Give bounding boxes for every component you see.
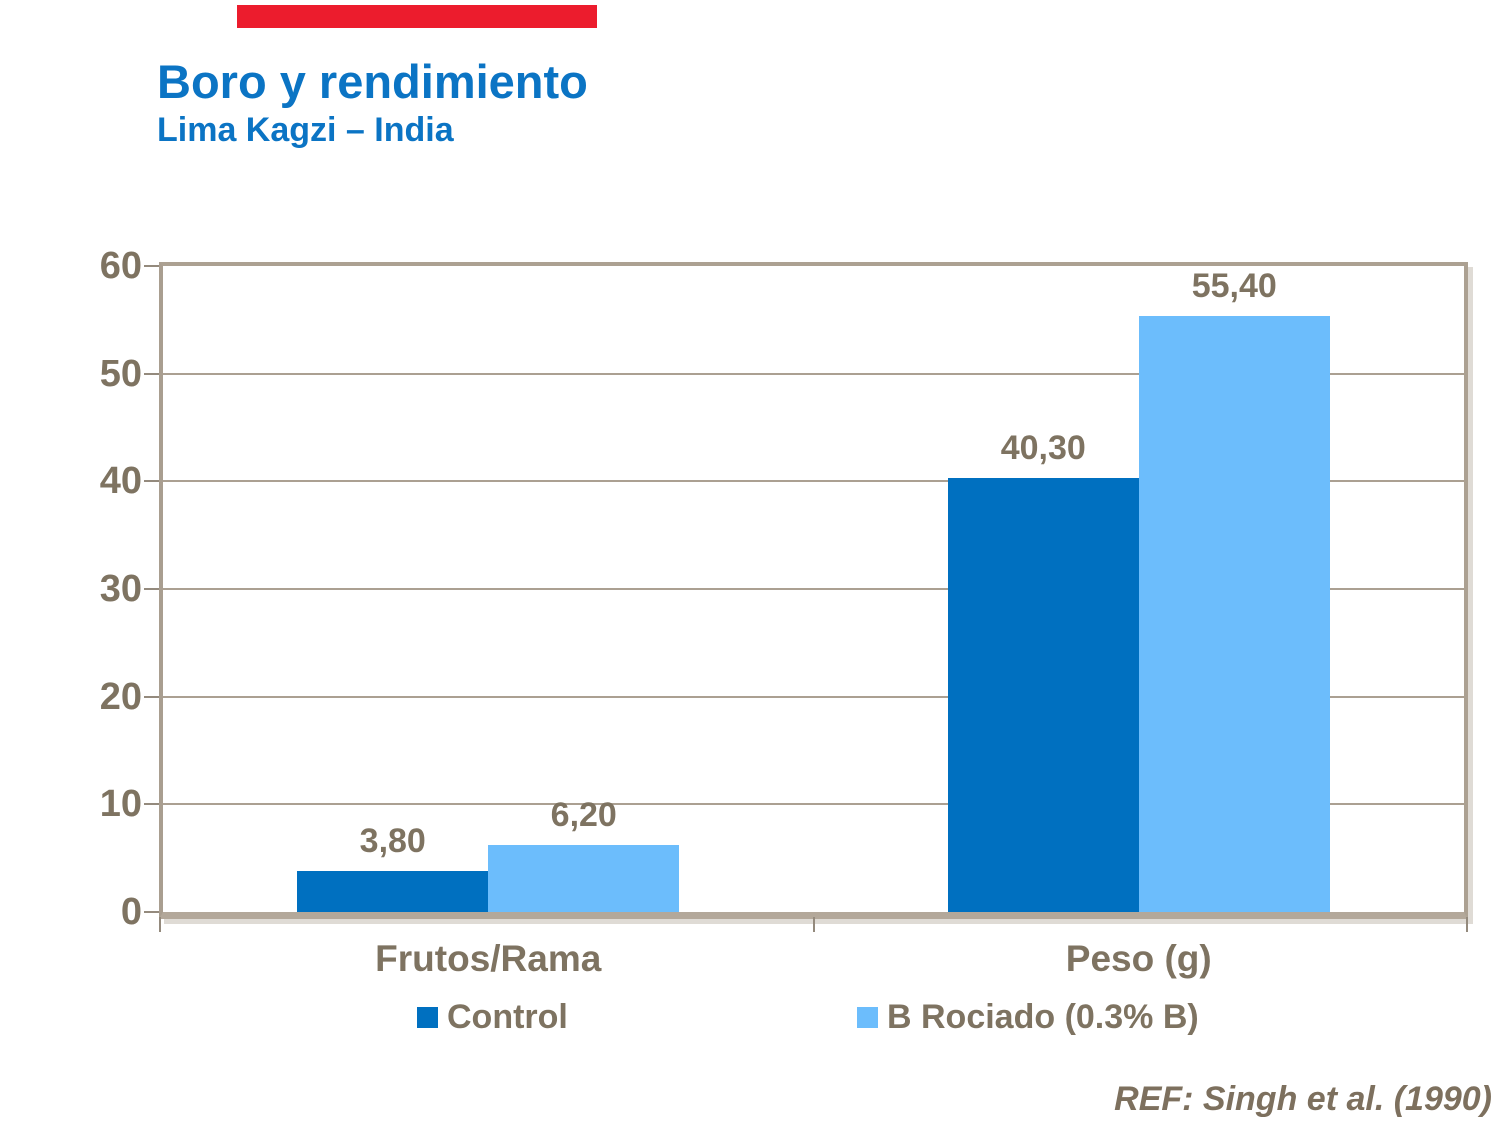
value-label: 3,80 [359,822,426,861]
reference-citation: REF: Singh et al. (1990) [1114,1080,1492,1118]
bar-b-rociado-0-3-b--cat0 [488,845,680,912]
y-axis-tick [144,803,159,806]
y-tick-label-20: 20 [99,675,142,718]
x-axis-tick [159,917,161,932]
gridline-30 [163,588,1464,590]
x-axis-tick [812,917,815,932]
bar-b-rociado-0-3-b--cat1 [1138,315,1330,912]
value-label: 6,20 [550,796,617,835]
x-category-label-0: Frutos/Rama [375,938,602,979]
y-tick-label-10: 10 [99,783,142,826]
red-accent-bar [237,5,597,28]
y-axis-tick [144,480,159,483]
legend-item-b-rociado-0-3-b-: B Rociado (0.3% B) [857,998,1199,1037]
bar-control-cat0 [297,871,489,912]
gridline-20 [163,695,1464,698]
y-axis-tick [144,911,159,913]
value-label: 40,30 [1000,429,1086,468]
y-tick-label-60: 60 [99,245,142,287]
y-axis-tick [144,372,159,375]
gridline-50 [163,372,1464,375]
legend-label: B Rociado (0.3% B) [887,998,1199,1036]
legend-swatch-control [417,1007,438,1028]
y-tick-label-0: 0 [120,891,142,933]
x-category-label-1: Peso (g) [1065,938,1212,979]
plot-area: 3,80 6,20 40,30 55,40 [159,262,1468,919]
slide-title: Boro y rendimiento [157,55,588,108]
legend-swatch-b-rociado [857,1007,878,1028]
gridline-40 [163,480,1464,483]
y-tick-label-40: 40 [99,460,142,503]
y-tick-label-30: 30 [99,568,142,610]
y-axis-tick [144,588,159,590]
y-tick-label-50: 50 [99,352,142,395]
value-label: 55,40 [1191,266,1277,305]
legend-label: Control [447,998,568,1036]
gridline-10 [163,803,1464,806]
y-axis-tick [144,265,159,267]
y-axis-tick [144,695,159,698]
legend-item-control: Control [417,998,568,1037]
slide-subtitle: Lima Kagzi – India [157,111,454,149]
x-axis-tick [1466,917,1468,932]
bar-control-cat1 [947,478,1139,912]
